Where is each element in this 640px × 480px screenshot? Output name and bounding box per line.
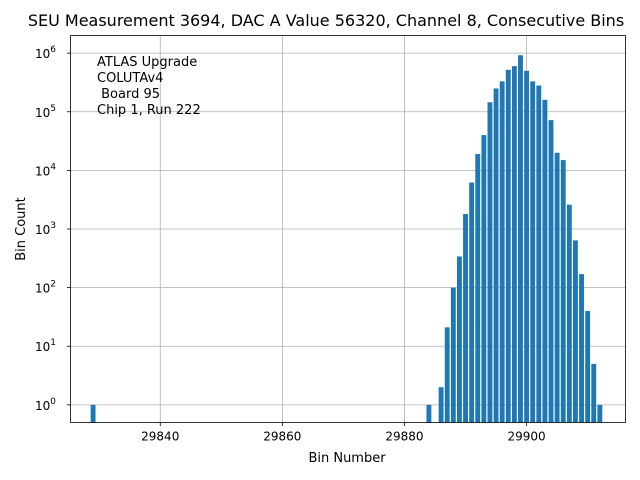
bar	[597, 404, 603, 423]
annotation-line: Board 95	[97, 87, 160, 102]
bar	[591, 363, 597, 423]
bar	[511, 66, 517, 423]
y-axis-label: Bin Count	[14, 197, 29, 261]
bar	[493, 88, 499, 423]
bar	[536, 85, 542, 423]
bar	[505, 69, 511, 423]
bar	[579, 274, 584, 423]
y-tick-label: 102	[35, 280, 56, 296]
bar	[444, 327, 450, 423]
bar	[542, 99, 548, 423]
bar	[90, 404, 96, 423]
bar	[585, 310, 591, 423]
bar	[487, 102, 493, 423]
x-tick-label: 29840	[141, 430, 179, 444]
chart-title: SEU Measurement 3694, DAC A Value 56320,…	[28, 11, 624, 30]
bar	[566, 204, 572, 423]
y-tick-label: 106	[35, 45, 56, 61]
bar	[524, 70, 530, 423]
x-tick-label: 29860	[263, 430, 301, 444]
bar	[481, 135, 487, 423]
bar	[426, 404, 432, 423]
bars	[90, 55, 603, 423]
x-tick-label: 29900	[507, 430, 545, 444]
bar	[518, 55, 523, 423]
bar	[572, 240, 578, 423]
bar	[438, 387, 444, 423]
bar	[475, 154, 481, 423]
bar	[548, 120, 554, 423]
bar	[530, 81, 536, 423]
bar	[554, 152, 560, 423]
bar	[560, 160, 566, 423]
y-axis-ticks: 100 101 102 103 104 105 106	[35, 45, 71, 413]
bar	[469, 182, 475, 423]
bar	[499, 81, 505, 423]
y-tick-label: 105	[35, 104, 56, 120]
bar	[456, 256, 462, 423]
y-tick-label: 100	[35, 397, 56, 413]
x-axis-ticks: 29840 29860 29880 29900	[141, 422, 546, 444]
bar	[463, 214, 468, 423]
bar	[450, 287, 456, 423]
x-tick-label: 29880	[385, 430, 423, 444]
y-tick-label: 101	[35, 338, 56, 354]
y-tick-label: 104	[35, 162, 56, 178]
y-tick-label: 103	[35, 221, 56, 237]
annotation-line: Chip 1, Run 222	[97, 103, 201, 118]
annotation-line: ATLAS Upgrade	[97, 55, 197, 70]
x-axis-label: Bin Number	[308, 451, 386, 466]
annotation-line: COLUTAv4	[97, 71, 163, 86]
